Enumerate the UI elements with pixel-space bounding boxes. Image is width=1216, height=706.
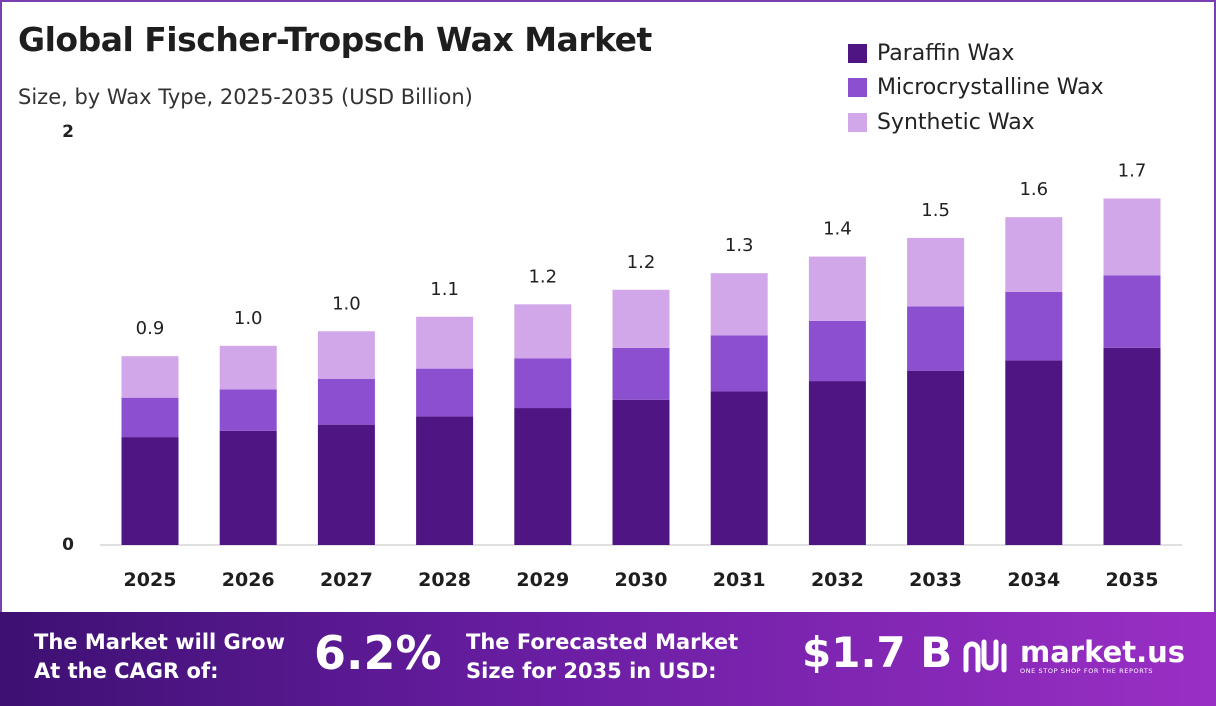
legend-label-synthetic: Synthetic Wax — [877, 109, 1035, 135]
bar-segment-microcrystalline — [1005, 291, 1063, 361]
bar-segment-synthetic — [612, 289, 670, 348]
x-tick-label: 2032 — [811, 569, 864, 591]
y-tick-label: 0 — [62, 535, 74, 555]
bar-segment-paraffin — [612, 399, 670, 545]
data-label-total: 1.2 — [528, 266, 557, 287]
legend-item-paraffin: Paraffin Wax — [848, 36, 1104, 71]
bar-segment-microcrystalline — [612, 347, 670, 400]
bar-segment-paraffin — [1005, 360, 1063, 545]
chart-subtitle: Size, by Wax Type, 2025-2035 (USD Billio… — [18, 85, 473, 109]
bar-segment-synthetic — [808, 256, 866, 321]
bar-segment-paraffin — [1103, 347, 1161, 545]
brand-logo: market.us ONE STOP SHOP FOR THE REPORTS — [962, 636, 1185, 676]
bar-chart: 0 2 0.9 2025 1.0 2026 1.0 2027 1.1 2028 1.2 2029 1.2… — [62, 122, 1182, 591]
bar-segment-microcrystalline — [121, 397, 179, 438]
legend-swatch-synthetic — [848, 112, 867, 132]
data-label-total: 1.7 — [1118, 160, 1147, 181]
bar-segment-synthetic — [710, 273, 768, 336]
bar-segment-paraffin — [710, 391, 768, 545]
chart-title: Global Fischer-Tropsch Wax Market — [18, 20, 652, 59]
bar-segment-synthetic — [1005, 217, 1063, 292]
bar-segment-microcrystalline — [808, 320, 866, 382]
bar-segment-microcrystalline — [1103, 275, 1161, 348]
x-tick-label: 2025 — [124, 569, 177, 591]
market-us-logo-icon — [963, 639, 1007, 673]
bar-segment-synthetic — [907, 237, 965, 307]
x-tick-label: 2030 — [615, 569, 668, 591]
bar-segment-paraffin — [514, 408, 572, 545]
forecast-caption: The Forecasted Market Size for 2035 in U… — [466, 628, 738, 686]
bar-segment-synthetic — [121, 356, 179, 398]
bar-segment-synthetic — [219, 345, 277, 390]
x-tick-label: 2028 — [418, 569, 471, 591]
data-label-total: 1.3 — [725, 235, 754, 256]
cagr-caption: The Market will Grow At the CAGR of: — [34, 628, 285, 686]
forecast-caption-line1: The Forecasted Market — [466, 630, 739, 654]
bar-segment-paraffin — [219, 430, 277, 545]
forecast-value: $1.7 B — [802, 628, 953, 677]
bar-segment-microcrystalline — [416, 368, 474, 417]
x-tick-label: 2027 — [320, 569, 373, 591]
x-tick-label: 2035 — [1106, 569, 1159, 591]
bar-segment-microcrystalline — [710, 335, 768, 392]
bar-segment-paraffin — [808, 381, 866, 545]
bar-segment-synthetic — [514, 304, 572, 359]
legend: Paraffin Wax Microcrystalline Wax Synthe… — [848, 36, 1104, 140]
bar-segment-paraffin — [907, 370, 965, 545]
x-tick-label: 2026 — [222, 569, 275, 591]
data-label-total: 1.1 — [430, 279, 459, 300]
footer-banner: The Market will Grow At the CAGR of: 6.2… — [0, 612, 1216, 706]
data-label-total: 1.4 — [823, 219, 852, 240]
bar-segment-paraffin — [317, 424, 375, 545]
x-tick-label: 2031 — [713, 569, 766, 591]
cagr-caption-line1: The Market will Grow — [34, 630, 285, 654]
data-label-total: 1.0 — [234, 308, 263, 329]
brand-tagline: ONE STOP SHOP FOR THE REPORTS — [1020, 667, 1154, 675]
bar-segment-synthetic — [317, 331, 375, 379]
x-tick-label: 2033 — [909, 569, 962, 591]
data-label-total: 1.5 — [921, 200, 950, 221]
bar-segment-microcrystalline — [219, 389, 277, 431]
y-tick-label: 2 — [62, 122, 74, 142]
data-label-total: 1.6 — [1019, 179, 1048, 200]
x-tick-label: 2034 — [1007, 569, 1060, 591]
forecast-caption-line2: Size for 2035 in USD: — [466, 659, 717, 683]
data-label-total: 1.2 — [627, 252, 656, 273]
bar-segment-microcrystalline — [317, 379, 375, 425]
legend-label-microcrystalline: Microcrystalline Wax — [877, 75, 1104, 101]
legend-swatch-paraffin — [848, 43, 867, 63]
data-label-total: 1.0 — [332, 293, 361, 314]
brand-name: market.us — [1020, 635, 1186, 669]
legend-swatch-microcrystalline — [848, 78, 867, 98]
legend-label-paraffin: Paraffin Wax — [877, 40, 1015, 66]
legend-item-synthetic: Synthetic Wax — [848, 105, 1104, 140]
cagr-value: 6.2% — [314, 626, 442, 680]
bar-segment-synthetic — [416, 316, 474, 369]
bar-segment-microcrystalline — [514, 358, 572, 409]
bar-segment-paraffin — [121, 437, 179, 545]
bar-segment-synthetic — [1103, 198, 1161, 276]
legend-item-microcrystalline: Microcrystalline Wax — [848, 71, 1104, 106]
x-tick-label: 2029 — [516, 569, 569, 591]
cagr-caption-line2: At the CAGR of: — [34, 659, 219, 683]
bar-segment-microcrystalline — [907, 306, 965, 371]
bar-segment-paraffin — [416, 416, 474, 545]
data-label-total: 0.9 — [136, 318, 165, 339]
